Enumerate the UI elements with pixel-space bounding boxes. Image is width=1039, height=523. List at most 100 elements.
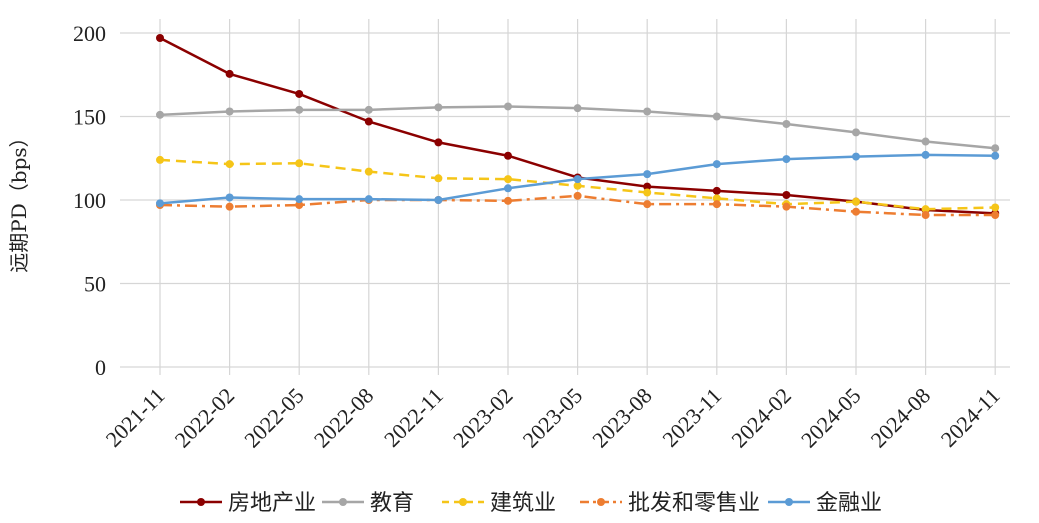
data-point	[295, 159, 304, 168]
data-point	[991, 151, 1000, 160]
x-tick-label: 2024-02	[726, 383, 796, 453]
x-axis-ticks: 2021-11 2022-02 2022-05 2022-08 2022-11 2023-…	[101, 383, 1005, 453]
y-tick-label: 200	[73, 21, 106, 46]
legend-label: 建筑业	[490, 491, 556, 516]
data-point	[504, 184, 512, 193]
data-point	[991, 144, 1000, 153]
data-point	[573, 181, 582, 190]
legend-label: 房地产业	[228, 491, 316, 516]
data-point	[364, 195, 373, 204]
x-tick-label: 2022-11	[379, 383, 448, 452]
data-point	[434, 174, 443, 183]
legend-label: 金融业	[816, 491, 882, 516]
data-point	[921, 137, 930, 146]
horizontal-gridlines	[120, 32, 1010, 368]
y-tick-label: 0	[95, 355, 106, 380]
data-point	[156, 110, 164, 119]
data-point	[712, 194, 721, 203]
data-point	[712, 160, 721, 169]
series-金融业	[156, 150, 1000, 208]
data-point	[921, 211, 930, 220]
data-point	[852, 197, 860, 206]
data-point	[643, 170, 652, 179]
data-point	[434, 196, 443, 204]
data-point	[991, 211, 1000, 220]
data-point	[295, 195, 304, 204]
x-tick-label: 2023-08	[587, 383, 657, 453]
x-tick-label: 2022-05	[239, 383, 309, 453]
data-point	[712, 112, 721, 121]
data-point	[852, 128, 860, 137]
legend: 房地产业 教育 建筑业 批发和零售业 金融业	[180, 491, 882, 516]
legend-marker	[785, 498, 793, 506]
data-point	[225, 107, 234, 116]
data-point	[434, 103, 443, 112]
data-point	[364, 167, 373, 176]
data-point	[991, 203, 1000, 212]
series-建筑业	[156, 155, 1000, 214]
data-point	[852, 207, 860, 216]
legend-marker	[597, 498, 605, 506]
data-point	[504, 196, 512, 205]
data-point	[782, 120, 791, 129]
series-教育	[156, 102, 1000, 153]
data-point	[434, 138, 443, 147]
legend-item: 批发和零售业	[580, 491, 760, 516]
data-point	[782, 190, 791, 199]
data-point	[712, 200, 721, 209]
data-point	[921, 205, 930, 214]
x-tick-label: 2023-05	[518, 383, 588, 453]
data-point	[852, 152, 860, 161]
data-point	[712, 186, 721, 195]
legend-label: 批发和零售业	[628, 491, 760, 516]
y-tick-label: 150	[73, 105, 106, 130]
x-tick-label: 2022-08	[309, 383, 379, 453]
y-tick-label: 100	[73, 188, 106, 213]
x-tick-label: 2021-11	[101, 383, 170, 452]
legend-marker	[339, 498, 347, 506]
data-point	[573, 104, 582, 113]
data-point	[782, 202, 791, 211]
y-axis-ticks: 0 50 100 150 200	[73, 21, 106, 380]
data-point	[295, 105, 304, 114]
legend-marker	[197, 498, 205, 506]
data-point	[364, 105, 373, 114]
legend-item: 金融业	[768, 491, 882, 516]
data-point	[573, 191, 582, 200]
data-point	[225, 193, 234, 202]
data-point	[295, 201, 304, 210]
x-tick-label: 2024-08	[866, 383, 936, 453]
data-point	[573, 175, 582, 184]
x-tick-label: 2023-02	[448, 383, 518, 453]
data-point	[364, 117, 373, 126]
data-point	[156, 155, 164, 164]
data-point	[156, 34, 164, 43]
data-point	[643, 182, 652, 191]
x-tick-label: 2024-11	[936, 383, 1005, 452]
data-point	[782, 155, 791, 164]
legend-label: 教育	[370, 491, 414, 516]
x-tick-label: 2024-05	[796, 383, 866, 453]
data-point	[156, 199, 164, 208]
x-tick-label: 2022-02	[170, 383, 240, 453]
series-group	[156, 34, 1000, 220]
legend-marker	[459, 498, 467, 506]
data-point	[295, 89, 304, 98]
data-point	[921, 150, 930, 159]
data-point	[504, 175, 512, 184]
data-point	[504, 151, 512, 160]
data-point	[643, 200, 652, 209]
data-point	[225, 160, 234, 169]
data-point	[225, 69, 234, 78]
y-axis-label: 远期PD（bps）	[7, 127, 31, 272]
legend-item: 教育	[322, 491, 414, 516]
data-point	[643, 188, 652, 197]
data-point	[504, 102, 512, 111]
x-tick-label: 2023-11	[657, 383, 726, 452]
legend-item: 房地产业	[180, 491, 316, 516]
y-tick-label: 50	[84, 272, 106, 297]
data-point	[225, 202, 234, 211]
legend-item: 建筑业	[442, 491, 556, 516]
data-point	[643, 107, 652, 116]
